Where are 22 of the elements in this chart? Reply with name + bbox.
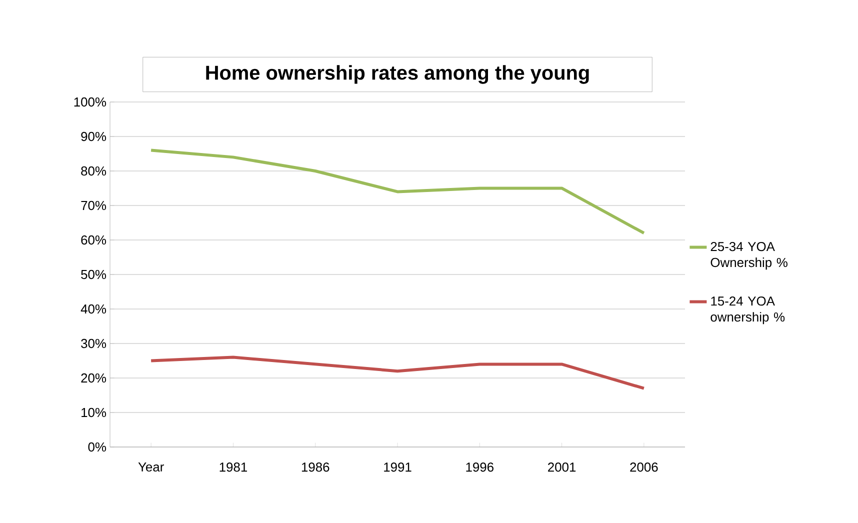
y-tick-label: 40%	[80, 304, 106, 314]
legend-label: 15-24 YOA ownership %	[710, 296, 785, 324]
x-tick-label: Year	[138, 462, 164, 472]
y-tick-label: 30%	[81, 338, 106, 348]
y-tick-label: 100%	[74, 97, 106, 107]
x-tick-label: 2001	[548, 462, 576, 472]
x-tick-label: 1981	[220, 462, 247, 472]
y-tick-label: 90%	[81, 132, 106, 142]
y-tick-label: 10%	[82, 408, 106, 418]
x-tick-label: 2006	[630, 462, 658, 472]
y-tick-label: 80%	[81, 166, 106, 176]
y-tick-label: 50%	[81, 270, 106, 280]
y-tick-label: 70%	[81, 200, 106, 210]
y-tick-label: 20%	[81, 373, 106, 383]
y-tick-label: 0%	[88, 442, 106, 452]
x-tick-label: 1986	[302, 462, 330, 472]
chart-title: Home ownership rates among the young	[206, 65, 589, 84]
line-series	[150, 148, 646, 235]
y-tick-label: 60%	[81, 235, 106, 245]
x-tick-label: 1996	[466, 462, 494, 472]
legend-label: 25-34 YOA Ownership %	[710, 242, 788, 270]
x-tick-label: 1991	[384, 462, 412, 472]
